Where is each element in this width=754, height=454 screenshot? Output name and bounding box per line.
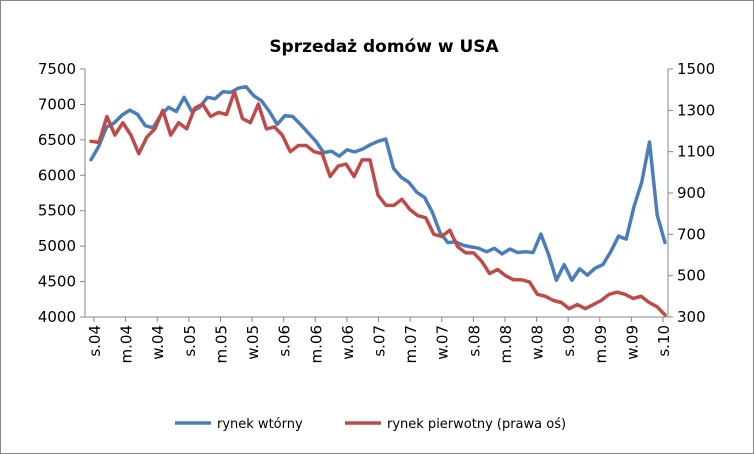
x-tick-label: w.08 — [529, 325, 547, 360]
x-tick-label: s.05 — [181, 325, 199, 357]
x-tick-label: m.04 — [118, 325, 136, 363]
x-tick-label: m.06 — [307, 325, 325, 363]
series-line-rynek-wtorny — [89, 84, 667, 282]
x-tick-label: m.07 — [402, 325, 420, 363]
x-tick-label: w.09 — [623, 325, 641, 360]
x-tick-label: s.07 — [371, 325, 389, 357]
left-tick-label: 5500 — [38, 202, 76, 220]
right-tick-label: 1100 — [677, 143, 715, 161]
x-tick-label: w.06 — [339, 325, 357, 360]
chart-title: Sprzedaż domów w USA — [269, 37, 499, 57]
x-tick-label: m.05 — [212, 325, 230, 363]
x-tick-label: s.10 — [655, 325, 673, 357]
x-tick-label: w.07 — [434, 325, 452, 360]
x-tick-label: s.09 — [560, 325, 578, 357]
right-tick-label: 700 — [677, 225, 706, 243]
left-tick-label: 5000 — [38, 237, 76, 255]
x-tick-label: s.06 — [276, 325, 294, 357]
x-tick-label: w.05 — [244, 325, 262, 360]
left-tick-label: 7500 — [38, 60, 76, 78]
right-tick-label: 1300 — [677, 101, 715, 119]
left-tick-label: 6500 — [38, 131, 76, 149]
legend-label: rynek wtórny — [217, 417, 303, 432]
x-tick-label: w.04 — [149, 325, 167, 360]
right-tick-label: 300 — [677, 308, 706, 326]
x-tick-label: s.08 — [465, 325, 483, 357]
left-tick-label: 4500 — [38, 273, 76, 291]
right-tick-label: 900 — [677, 184, 706, 202]
series-line-rynek-pierwotny — [89, 89, 667, 317]
x-tick-label: m.08 — [497, 325, 515, 363]
left-tick-label: 6000 — [38, 166, 76, 184]
left-tick-label: 7000 — [38, 95, 76, 113]
right-tick-label: 1500 — [677, 60, 715, 78]
right-tick-label: 500 — [677, 267, 706, 285]
x-tick-label: m.09 — [592, 325, 610, 363]
x-tick-label: s.04 — [86, 325, 104, 357]
left-tick-label: 4000 — [38, 308, 76, 326]
legend-label: rynek pierwotny (prawa oś) — [387, 417, 566, 432]
